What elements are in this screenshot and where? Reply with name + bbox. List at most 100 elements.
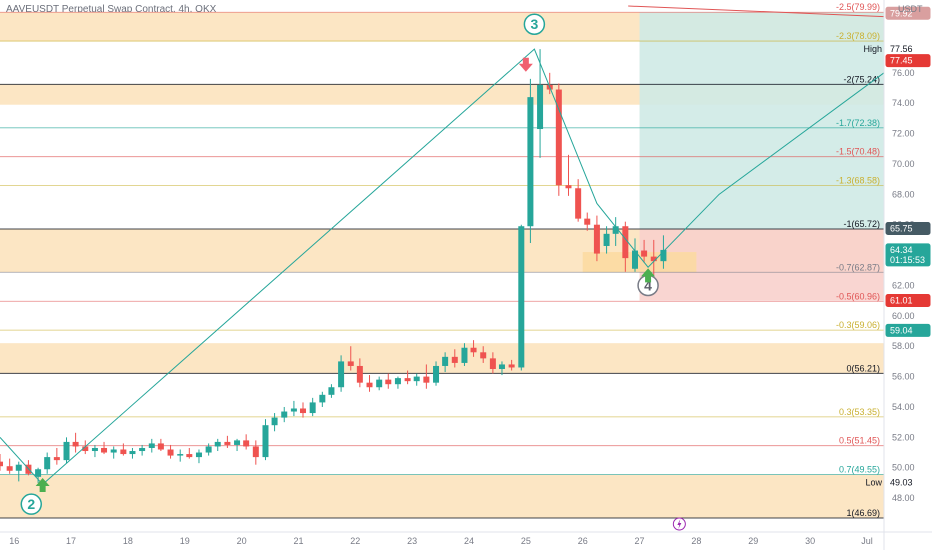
red-trendline[interactable]	[628, 5, 885, 18]
candle-body[interactable]	[63, 441, 70, 461]
x-tick-label: 25	[521, 536, 531, 546]
fib-label-1: 1(46.69)	[846, 508, 880, 518]
candle-body[interactable]	[290, 408, 297, 412]
candle-body[interactable]	[461, 347, 468, 363]
fib-levels: -2.5(79.99) -2.3(78.09) -2(75.24) -1.7(72.3…	[0, 2, 884, 519]
wave-count: 2 3 4	[0, 13, 885, 515]
candle-body[interactable]	[262, 425, 269, 458]
y-tick-label: 62.00	[892, 280, 915, 290]
wave-label-circle-2	[20, 493, 43, 515]
candle-body[interactable]	[480, 352, 487, 359]
candle-body[interactable]	[470, 347, 477, 353]
candle-body[interactable]	[35, 469, 42, 477]
y-tick-label: 52.00	[892, 432, 915, 442]
candle-body[interactable]	[650, 256, 657, 262]
candle-body[interactable]	[593, 224, 600, 254]
candle-body[interactable]	[110, 449, 117, 453]
candle-body[interactable]	[376, 379, 383, 388]
candle-body[interactable]	[366, 382, 373, 388]
candle-body[interactable]	[555, 89, 562, 186]
candle-body[interactable]	[385, 379, 392, 385]
candle-body[interactable]	[328, 387, 335, 395]
candle-body[interactable]	[101, 447, 108, 453]
candle-body[interactable]	[498, 364, 505, 370]
candle-body[interactable]	[139, 447, 146, 452]
fib-label-0: 0(56.21)	[846, 363, 880, 373]
candle-body[interactable]	[451, 356, 458, 363]
price-tag-value: 64.34	[890, 245, 913, 255]
fib-label--2.3: -2.3(78.09)	[836, 31, 880, 41]
fib-label-0.5: 0.5(51.45)	[839, 436, 880, 446]
candle-body[interactable]	[224, 441, 231, 445]
x-tick-label: Jul	[861, 536, 873, 546]
candle-body[interactable]	[632, 250, 639, 269]
candle-body[interactable]	[234, 440, 241, 445]
candle-body[interactable]	[489, 358, 496, 370]
support-highlight-box[interactable]	[582, 252, 697, 273]
currency-label: USDT	[898, 4, 923, 14]
price-tag-label-high: High	[863, 44, 882, 54]
candle-body[interactable]	[565, 185, 572, 189]
candle-body[interactable]	[309, 402, 316, 414]
price-tag-value: 77.56	[890, 44, 913, 54]
candle-body[interactable]	[319, 394, 326, 403]
price-tag-label-low: Low	[865, 477, 882, 487]
candle-body[interactable]	[0, 461, 3, 467]
candle-body[interactable]	[641, 250, 648, 257]
arrow-up-icon	[641, 268, 656, 283]
candle-body[interactable]	[167, 449, 174, 456]
candle-body[interactable]	[394, 378, 401, 385]
price-tag-bg	[885, 6, 931, 20]
candle-body[interactable]	[508, 364, 515, 368]
candle-body[interactable]	[148, 443, 155, 448]
candle-body[interactable]	[6, 466, 13, 471]
candle-body[interactable]	[338, 361, 345, 388]
price-tag-value: 77.45	[890, 56, 913, 66]
x-tick-label: 17	[66, 536, 76, 546]
position-profit-zone[interactable]	[639, 12, 884, 229]
candle-body[interactable]	[281, 411, 288, 418]
candle-body[interactable]	[271, 417, 278, 426]
fib-label--0.7: -0.7(62.87)	[836, 262, 880, 272]
candle-body[interactable]	[157, 443, 164, 450]
candle-body[interactable]	[404, 378, 411, 382]
candle-body[interactable]	[243, 440, 250, 447]
arrow-down-icon	[518, 57, 533, 72]
candle-body[interactable]	[442, 356, 449, 366]
candle-body[interactable]	[129, 451, 136, 455]
candle-body[interactable]	[527, 97, 534, 227]
candle-body[interactable]	[622, 226, 629, 259]
wave-label-3: 3	[530, 16, 538, 32]
candle-body[interactable]	[660, 249, 667, 262]
candle-body[interactable]	[53, 457, 60, 461]
price-tag-value: 49.03	[890, 477, 913, 487]
candle-body[interactable]	[347, 361, 354, 366]
candle-body[interactable]	[537, 84, 544, 130]
candle-body[interactable]	[433, 365, 440, 383]
candle-body[interactable]	[603, 233, 610, 246]
candle-body[interactable]	[413, 376, 420, 382]
fib-zone-3	[0, 343, 884, 374]
candle-body[interactable]	[82, 446, 89, 452]
candle-body[interactable]	[300, 408, 307, 414]
candle-body[interactable]	[15, 464, 22, 471]
candle-body[interactable]	[575, 188, 582, 219]
candle-body[interactable]	[186, 454, 193, 458]
candle-body[interactable]	[356, 365, 363, 383]
candle-body[interactable]	[518, 226, 525, 368]
candle-body[interactable]	[195, 452, 202, 458]
candle-body[interactable]	[214, 441, 221, 447]
price-tag-value: 79.92	[890, 8, 913, 18]
candle-body[interactable]	[120, 449, 127, 455]
candle-body[interactable]	[423, 376, 430, 383]
candle-body[interactable]	[584, 218, 591, 225]
candle-body[interactable]	[177, 454, 184, 456]
x-tick-label: 26	[578, 536, 588, 546]
candle-body[interactable]	[612, 226, 619, 234]
candle-body[interactable]	[91, 447, 98, 452]
candle-body[interactable]	[205, 446, 212, 453]
candle-body[interactable]	[72, 441, 79, 447]
candle-body[interactable]	[44, 457, 51, 470]
candle-body[interactable]	[252, 446, 259, 458]
